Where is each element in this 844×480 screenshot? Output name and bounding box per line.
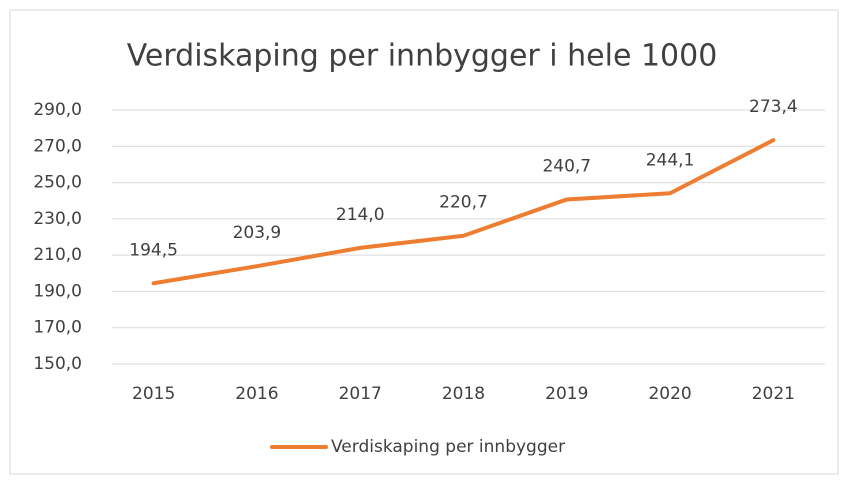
y-tick-label: 210,0 <box>33 245 82 265</box>
x-tick-label: 2016 <box>235 384 278 404</box>
y-tick-label: 250,0 <box>33 173 82 193</box>
y-tick-label: 290,0 <box>33 100 82 120</box>
x-tick-label: 2021 <box>752 384 795 404</box>
y-tick-label: 170,0 <box>33 318 82 338</box>
chart-title: Verdiskaping per innbygger i hele 1000 <box>127 39 718 74</box>
data-label: 220,7 <box>439 193 488 213</box>
legend-label: Verdiskaping per innbygger <box>331 437 565 457</box>
y-tick-label: 270,0 <box>33 136 82 156</box>
y-tick-label: 230,0 <box>33 209 82 229</box>
x-tick-label: 2020 <box>648 384 691 404</box>
data-line <box>151 138 776 286</box>
data-label: 214,0 <box>336 205 385 225</box>
x-tick-label: 2018 <box>442 384 485 404</box>
data-label: 273,4 <box>749 97 798 117</box>
data-label: 240,7 <box>542 156 591 176</box>
data-label: 194,5 <box>129 240 178 260</box>
y-tick-label: 150,0 <box>33 354 82 374</box>
data-label: 244,1 <box>646 150 695 170</box>
x-tick-label: 2017 <box>339 384 382 404</box>
data-label: 203,9 <box>233 223 282 243</box>
y-tick-label: 190,0 <box>33 281 82 301</box>
x-tick-label: 2015 <box>132 384 175 404</box>
x-tick-label: 2019 <box>545 384 588 404</box>
